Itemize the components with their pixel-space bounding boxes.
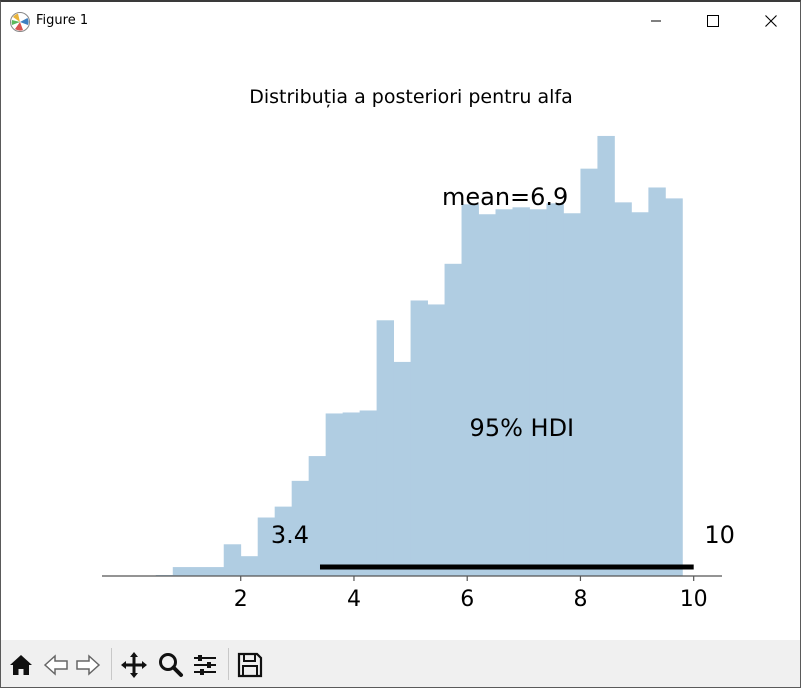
posterior-plot: Distribuția a posteriori pentru alfa 2 4 6… [102,86,735,612]
forward-arrow-icon [76,654,101,676]
save-icon [237,652,263,678]
histogram-bar [461,204,479,576]
histogram-bar [478,214,496,577]
histogram-bar [631,212,649,576]
figure-canvas[interactable]: Distribuția a posteriori pentru alfa 2 4 6… [1,40,800,640]
histogram-bar [274,506,293,576]
toolbar-separator [228,648,229,680]
pan-button[interactable] [119,650,149,680]
histogram-bar [614,202,632,576]
configure-subplots-button[interactable] [190,650,220,680]
histogram-bars [155,135,683,577]
close-icon [765,15,777,27]
histogram-bar [427,304,445,576]
hdi-high-label: 10 [704,521,735,549]
hdi-label: 95% HDI [470,414,575,442]
histogram-bar [648,187,666,577]
matplotlib-icon [9,11,31,33]
histogram-bar [529,209,547,577]
histogram-bar [597,135,615,576]
histogram-bar [563,213,581,576]
histogram-bar [223,544,242,576]
hdi-low-label: 3.4 [271,521,309,549]
home-icon [10,655,32,675]
maximize-button[interactable] [684,2,742,40]
window-title: Figure 1 [36,13,89,28]
histogram-bar [359,410,378,576]
histogram-bar [308,456,327,576]
histogram-bar [291,480,310,576]
histogram-bar [665,198,683,576]
histogram-bar [172,567,191,576]
histogram-bar [393,361,411,576]
x-tick-label: 4 [347,587,361,612]
histogram-bar [580,168,598,576]
title-bar[interactable]: Figure 1 [1,2,800,40]
histogram-bar [512,207,530,576]
configure-subplots-icon [194,655,216,675]
histogram-bar [206,567,225,576]
x-tick-label: 8 [573,587,587,612]
histogram-bar [546,203,564,576]
x-tick-label: 10 [680,587,708,612]
close-button[interactable] [742,2,800,40]
histogram-bar [342,412,361,576]
home-button[interactable] [6,650,36,680]
histogram-bar [257,517,276,576]
maximize-icon [707,15,719,27]
x-tick-label: 6 [460,587,474,612]
back-arrow-icon [43,654,68,676]
minimize-icon [651,20,661,22]
save-button[interactable] [235,650,265,680]
histogram-bar [189,567,208,576]
minimize-button[interactable] [627,2,685,40]
histogram-bar [410,300,428,576]
histogram-bar [325,413,344,576]
histogram-bar [240,556,259,576]
x-tick-label: 2 [234,587,248,612]
histogram-bar [495,209,513,577]
zoom-icon [159,653,183,677]
toolbar-separator [111,648,112,680]
zoom-button[interactable] [155,650,185,680]
back-button[interactable] [41,650,71,680]
histogram-bar [376,320,394,576]
chart-title: Distribuția a posteriori pentru alfa [249,86,573,108]
mean-label: mean=6.9 [442,183,568,211]
histogram-bar [444,263,462,576]
forward-button[interactable] [73,650,103,680]
x-ticks: 2 4 6 8 10 [234,576,708,612]
pan-icon [121,652,147,678]
navigation-toolbar [1,640,800,687]
